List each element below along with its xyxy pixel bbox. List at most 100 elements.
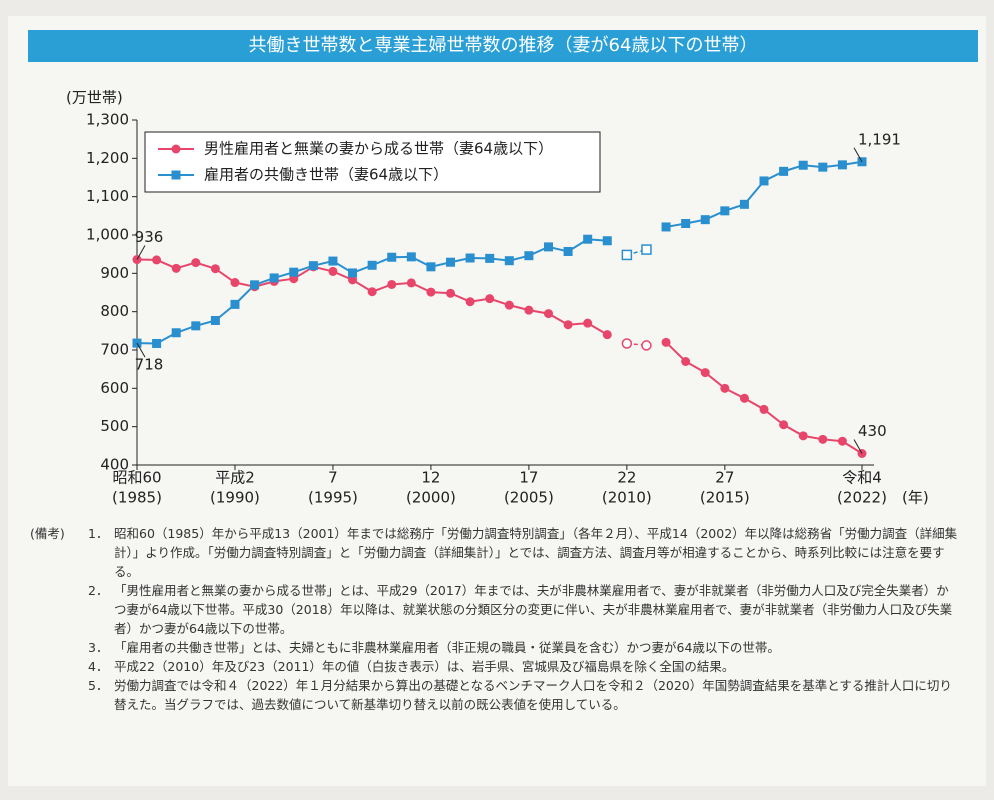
point — [328, 256, 338, 266]
point — [720, 206, 730, 216]
label-leader — [853, 439, 863, 454]
note-number: 2． — [88, 583, 109, 598]
x-tick-era: 7 — [328, 469, 338, 487]
point — [485, 294, 495, 304]
point — [739, 199, 749, 209]
x-tick-label: (2000) — [406, 489, 456, 507]
point — [837, 160, 847, 170]
note-text: 「雇用者の共働き世帯」とは、夫婦ともに非農林業雇用者（非正規の職員・従業員を含む… — [114, 640, 780, 655]
y-tick-label: 800 — [100, 302, 129, 320]
point — [426, 262, 436, 272]
point — [543, 309, 553, 319]
note-text: 労働力調査では令和４（2022）年１月分結果から算出の基礎となるベンチマーク人口… — [114, 678, 952, 712]
data-label: 718 — [135, 356, 164, 374]
chart-title: 共働き世帯数と専業主婦世帯数の推移（妻が64歳以下の世帯） — [28, 30, 978, 62]
x-tick-era: 22 — [617, 469, 636, 487]
legend-label: 男性雇用者と無業の妻から成る世帯（妻64歳以下） — [204, 140, 553, 158]
point — [621, 338, 633, 349]
point — [465, 297, 475, 307]
x-tick-era: 昭和60 — [112, 469, 161, 487]
point — [524, 251, 534, 261]
point — [289, 267, 299, 277]
point — [171, 328, 181, 338]
point — [583, 234, 593, 244]
point — [681, 219, 691, 228]
point — [818, 162, 828, 172]
x-unit: (年) — [902, 489, 929, 507]
point — [426, 287, 436, 297]
note-text: 昭和60（1985）年から平成13（2001）年までは総務庁「労働力調査特別調査… — [114, 526, 958, 579]
spacer — [30, 638, 88, 657]
point — [779, 420, 789, 430]
point — [661, 222, 671, 232]
point — [348, 275, 358, 285]
y-tick-label: 900 — [100, 264, 129, 282]
point — [230, 299, 240, 309]
x-tick-era: 17 — [519, 469, 538, 487]
spacer — [30, 676, 88, 714]
y-tick-label: 1,100 — [86, 187, 129, 205]
point — [563, 320, 573, 330]
note-item: (備考) 1． 昭和60（1985）年から平成13（2001）年までは総務庁「労働力… — [30, 524, 960, 581]
data-label: 936 — [135, 228, 164, 246]
y-tick-label: 400 — [100, 456, 129, 474]
note-item: 4． 平成22（2010）年及び23（2011）年の値（白抜き表示）は、岩手県、宮… — [30, 657, 960, 676]
point — [641, 244, 652, 255]
point — [210, 264, 220, 274]
point — [837, 436, 847, 446]
note-number: 3． — [88, 640, 109, 655]
x-tick-label: (2005) — [504, 489, 554, 507]
point — [504, 256, 514, 266]
x-tick-label: (1995) — [308, 489, 358, 507]
point — [583, 318, 593, 328]
point — [602, 330, 612, 340]
note-text: 「男性雇用者と無業の妻から成る世帯」とは、平成29（2017）年までは、夫が非農… — [114, 583, 953, 636]
chart: (万世帯) 400 500 600 700 800 900 1,000 1,100 1,200 1,… — [66, 89, 929, 507]
point — [621, 249, 633, 261]
point — [602, 236, 612, 246]
x-tick-label: (2010) — [602, 489, 652, 507]
point — [387, 252, 397, 262]
point — [818, 434, 828, 444]
point — [348, 268, 358, 278]
x-tick-label: (2022) — [837, 489, 887, 507]
data-label: 430 — [858, 422, 887, 440]
label-leader — [853, 147, 863, 163]
point — [798, 160, 808, 170]
notes: (備考) 1． 昭和60（1985）年から平成13（2001）年までは総務庁「労働力… — [30, 524, 960, 714]
note-item: 2． 「男性雇用者と無業の妻から成る世帯」とは、平成29（2017）年までは、夫が… — [30, 581, 960, 638]
point — [152, 255, 162, 265]
y-tick-label: 500 — [100, 417, 129, 435]
point — [446, 257, 456, 267]
point — [446, 288, 456, 298]
note-prefix: (備考) — [30, 526, 65, 541]
point — [504, 300, 514, 310]
point — [798, 431, 808, 441]
x-tick-era: 平成2 — [215, 469, 255, 487]
point — [230, 278, 240, 288]
point — [191, 321, 201, 331]
label-leader — [136, 245, 146, 260]
point — [171, 263, 181, 273]
point — [387, 279, 397, 289]
point — [367, 287, 377, 297]
y-tick-label: 1,300 — [86, 111, 129, 129]
point — [779, 166, 789, 176]
point — [308, 261, 318, 271]
note-number: 4． — [88, 659, 109, 674]
point — [661, 337, 671, 347]
point — [700, 215, 710, 225]
x-tick-label: (2015) — [700, 489, 750, 507]
point — [269, 273, 279, 283]
legend-marker — [171, 144, 181, 154]
point — [367, 260, 377, 270]
point — [681, 357, 691, 366]
x-tick-era: 27 — [715, 469, 734, 487]
note-item: 5． 労働力調査では令和４（2022）年１月分結果から算出の基礎となるベンチマーク… — [30, 676, 960, 714]
series-line — [136, 258, 863, 455]
point — [210, 315, 220, 325]
point — [191, 258, 201, 268]
y-tick-label: 1,000 — [86, 226, 129, 244]
point — [759, 176, 769, 186]
y-tick-label: 1,200 — [86, 149, 129, 167]
